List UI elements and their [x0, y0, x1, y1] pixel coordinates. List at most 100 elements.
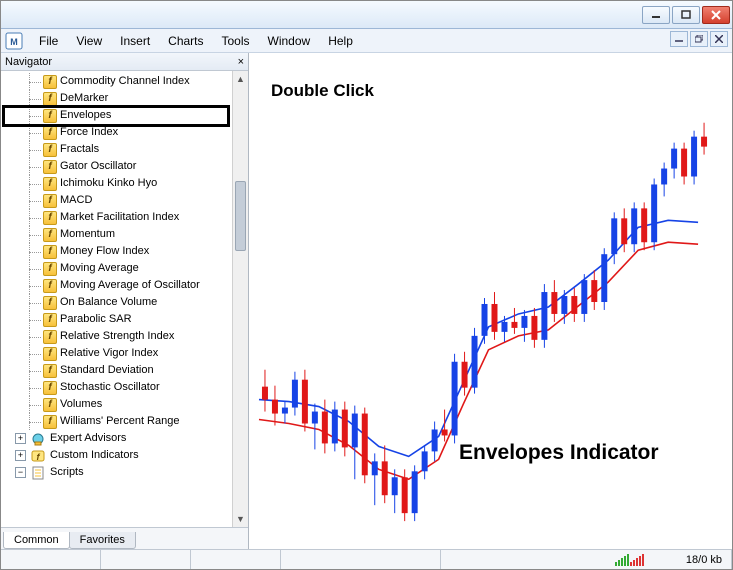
- indicator-label: Envelopes: [60, 107, 111, 124]
- function-icon: f: [43, 92, 57, 106]
- function-icon: f: [43, 415, 57, 429]
- indicator-label: Volumes: [60, 396, 102, 413]
- function-icon: f: [43, 279, 57, 293]
- indicator-tree[interactable]: fCommodity Channel IndexfDeMarkerfEnvelo…: [1, 71, 232, 527]
- function-icon: f: [43, 109, 57, 123]
- indicator-item[interactable]: fMoving Average of Oscillator: [9, 277, 232, 294]
- indicator-item[interactable]: fCommodity Channel Index: [9, 73, 232, 90]
- indicator-item[interactable]: fForce Index: [9, 124, 232, 141]
- indicator-label: Fractals: [60, 141, 99, 158]
- function-icon: f: [43, 126, 57, 140]
- status-kb: 18/0 kb: [686, 554, 722, 566]
- navigator-tabs: Common Favorites: [1, 527, 248, 549]
- indicator-item[interactable]: fMomentum: [9, 226, 232, 243]
- indicator-item[interactable]: fParabolic SAR: [9, 311, 232, 328]
- navigator-title: Navigator: [5, 56, 52, 68]
- indicator-label: MACD: [60, 192, 92, 209]
- tree-root-label: Expert Advisors: [50, 430, 126, 447]
- navigator-header: Navigator ×: [1, 53, 248, 71]
- mdi-close-button[interactable]: [710, 31, 728, 47]
- indicator-label: Moving Average: [60, 260, 139, 277]
- function-icon: f: [43, 398, 57, 412]
- function-icon: f: [43, 296, 57, 310]
- window-titlebar: [1, 1, 732, 29]
- tree-root-label: Custom Indicators: [50, 447, 139, 464]
- tree-root-label: Scripts: [50, 464, 84, 481]
- indicator-label: Moving Average of Oscillator: [60, 277, 200, 294]
- indicator-label: Gator Oscillator: [60, 158, 136, 175]
- menu-view[interactable]: View: [68, 32, 110, 50]
- indicator-item[interactable]: fStochastic Oscillator: [9, 379, 232, 396]
- menu-window[interactable]: Window: [260, 32, 319, 50]
- indicator-item[interactable]: fOn Balance Volume: [9, 294, 232, 311]
- annotation-double-click: Double Click: [271, 81, 374, 101]
- indicator-label: Money Flow Index: [60, 243, 149, 260]
- indicator-label: On Balance Volume: [60, 294, 157, 311]
- function-icon: f: [43, 211, 57, 225]
- indicator-label: Standard Deviation: [60, 362, 154, 379]
- indicator-label: Market Facilitation Index: [60, 209, 179, 226]
- indicator-item[interactable]: fRelative Vigor Index: [9, 345, 232, 362]
- function-icon: f: [43, 347, 57, 361]
- indicator-item[interactable]: fMoving Average: [9, 260, 232, 277]
- scroll-thumb[interactable]: [235, 181, 246, 251]
- expander-icon[interactable]: +: [15, 433, 26, 444]
- indicator-item[interactable]: fGator Oscillator: [9, 158, 232, 175]
- menu-charts[interactable]: Charts: [160, 32, 211, 50]
- status-bar: 18/0 kb: [1, 549, 732, 569]
- mdi-minimize-button[interactable]: [670, 31, 688, 47]
- function-icon: f: [43, 313, 57, 327]
- function-icon: f: [43, 364, 57, 378]
- indicator-item[interactable]: fRelative Strength Index: [9, 328, 232, 345]
- menu-file[interactable]: File: [31, 32, 66, 50]
- indicator-item[interactable]: fMarket Facilitation Index: [9, 209, 232, 226]
- expander-icon[interactable]: −: [15, 467, 26, 478]
- mdi-restore-button[interactable]: [690, 31, 708, 47]
- indicator-item[interactable]: fStandard Deviation: [9, 362, 232, 379]
- indicator-item[interactable]: fEnvelopes: [9, 107, 232, 124]
- indicator-item[interactable]: fVolumes: [9, 396, 232, 413]
- maximize-button[interactable]: [672, 6, 700, 24]
- menu-help[interactable]: Help: [320, 32, 361, 50]
- indicator-label: Momentum: [60, 226, 115, 243]
- indicator-label: Commodity Channel Index: [60, 73, 190, 90]
- tree-root-item[interactable]: + Expert Advisors: [9, 430, 232, 447]
- indicator-item[interactable]: fMoney Flow Index: [9, 243, 232, 260]
- custom-icon: f: [31, 449, 47, 463]
- close-button[interactable]: [702, 6, 730, 24]
- function-icon: f: [43, 245, 57, 259]
- chart-area[interactable]: Double Click Envelopes Indicator: [249, 53, 732, 549]
- menubar: M File View Insert Charts Tools Window H…: [1, 29, 732, 53]
- scroll-down-icon[interactable]: ▼: [233, 511, 248, 527]
- function-icon: f: [43, 262, 57, 276]
- indicator-item[interactable]: fWilliams' Percent Range: [9, 413, 232, 430]
- navigator-close-icon[interactable]: ×: [238, 56, 244, 68]
- indicator-label: Stochastic Oscillator: [60, 379, 160, 396]
- menu-tools[interactable]: Tools: [214, 32, 258, 50]
- navigator-scrollbar[interactable]: ▲ ▼: [232, 71, 248, 527]
- indicator-label: Force Index: [60, 124, 118, 141]
- indicator-label: Ichimoku Kinko Hyo: [60, 175, 157, 192]
- function-icon: f: [43, 75, 57, 89]
- indicator-item[interactable]: fFractals: [9, 141, 232, 158]
- scroll-up-icon[interactable]: ▲: [233, 71, 248, 87]
- tree-root-item[interactable]: + fCustom Indicators: [9, 447, 232, 464]
- tab-favorites[interactable]: Favorites: [69, 532, 136, 549]
- indicator-item[interactable]: fMACD: [9, 192, 232, 209]
- tab-common[interactable]: Common: [3, 532, 70, 549]
- indicator-item[interactable]: fIchimoku Kinko Hyo: [9, 175, 232, 192]
- expander-icon[interactable]: +: [15, 450, 26, 461]
- tree-root-item[interactable]: − Scripts: [9, 464, 232, 481]
- function-icon: f: [43, 228, 57, 242]
- indicator-label: DeMarker: [60, 90, 108, 107]
- minimize-button[interactable]: [642, 6, 670, 24]
- indicator-item[interactable]: fDeMarker: [9, 90, 232, 107]
- function-icon: f: [43, 381, 57, 395]
- annotation-envelopes-indicator: Envelopes Indicator: [459, 441, 659, 465]
- connection-bars-icon: [615, 554, 644, 566]
- function-icon: f: [43, 143, 57, 157]
- menu-insert[interactable]: Insert: [112, 32, 158, 50]
- function-icon: f: [43, 330, 57, 344]
- function-icon: f: [43, 194, 57, 208]
- indicator-label: Relative Vigor Index: [60, 345, 158, 362]
